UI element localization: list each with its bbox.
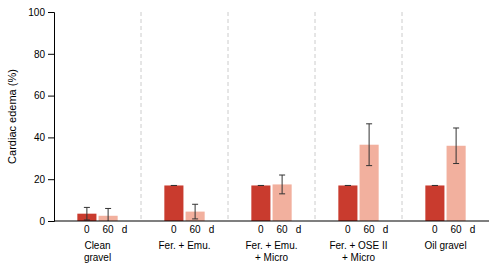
group-divider bbox=[141, 12, 142, 221]
error-bar bbox=[105, 208, 111, 221]
x-axis-line bbox=[54, 220, 489, 221]
series-bars bbox=[77, 185, 444, 221]
y-tick-label: 80 bbox=[34, 49, 46, 60]
error-bar bbox=[192, 204, 198, 219]
chart: 0 20 40 60 80 100 Cardiac edema (%) 0 60 d Cleangr… bbox=[0, 0, 501, 275]
error-bar bbox=[171, 185, 177, 186]
y-tick-label: 60 bbox=[34, 90, 46, 101]
unit-label: d bbox=[122, 224, 128, 235]
bar bbox=[164, 185, 183, 221]
group-label-line: Fer. + OSE II bbox=[329, 240, 387, 251]
y-tick-label: 20 bbox=[34, 174, 46, 185]
unit-label: d bbox=[383, 224, 389, 235]
y-tick-mark bbox=[48, 96, 54, 97]
y-tick: 80 bbox=[34, 49, 54, 60]
group-label: Fer. + OSE II+ Micro bbox=[329, 240, 387, 263]
series-bars bbox=[99, 145, 466, 221]
unit-label: d bbox=[296, 224, 302, 235]
y-tick-mark bbox=[48, 137, 54, 138]
y-axis: 0 20 40 60 80 100 bbox=[28, 7, 54, 227]
marks bbox=[77, 124, 465, 221]
y-tick-mark bbox=[48, 54, 54, 55]
group-label: Oil gravel bbox=[424, 240, 466, 251]
series-label: 0 bbox=[345, 224, 351, 235]
group-label-line: + Micro bbox=[255, 252, 289, 263]
series-error-bars bbox=[105, 124, 459, 221]
y-tick-mark bbox=[48, 221, 54, 222]
error-bar bbox=[258, 185, 264, 186]
group-divider bbox=[315, 12, 316, 221]
unit-label: d bbox=[470, 224, 476, 235]
bar bbox=[251, 185, 270, 221]
series-label: 60 bbox=[190, 224, 202, 235]
group-label: Fer. + Emu.+ Micro bbox=[246, 240, 298, 263]
group-label-line: Fer. + Emu. bbox=[159, 240, 211, 251]
series-label: 0 bbox=[84, 224, 90, 235]
y-axis-title: Cardiac edema (%) bbox=[6, 69, 18, 164]
y-axis-line bbox=[48, 13, 55, 222]
error-bar bbox=[432, 185, 438, 186]
group-label-line: Clean bbox=[84, 240, 110, 251]
series-label: 60 bbox=[451, 224, 463, 235]
series-label: 60 bbox=[277, 224, 289, 235]
series-label: 0 bbox=[432, 224, 438, 235]
y-tick-label: 100 bbox=[28, 7, 45, 18]
error-bar bbox=[366, 124, 372, 166]
error-bar bbox=[453, 128, 459, 164]
unit-label: d bbox=[209, 224, 215, 235]
group-label: Fer. + Emu. bbox=[159, 240, 211, 251]
series-label: 0 bbox=[171, 224, 177, 235]
error-bar bbox=[84, 207, 90, 220]
bar bbox=[425, 185, 444, 221]
y-tick-mark bbox=[48, 179, 54, 180]
series-label: 0 bbox=[258, 224, 264, 235]
group-label-line: Oil gravel bbox=[424, 240, 466, 251]
error-bar bbox=[345, 185, 351, 186]
group-divider bbox=[402, 12, 403, 221]
group-divider bbox=[228, 12, 229, 221]
y-tick-mark bbox=[48, 12, 54, 13]
y-tick-label: 40 bbox=[34, 132, 46, 143]
error-bar bbox=[279, 175, 285, 194]
y-tick-label: 0 bbox=[39, 216, 45, 227]
y-tick: 20 bbox=[34, 174, 54, 185]
series-label: 60 bbox=[364, 224, 376, 235]
x-labels: 0 60 d Cleangravel 0 60 d Fer. + Emu. 0 60 d Fer. +… bbox=[84, 224, 475, 263]
group-label: Cleangravel bbox=[84, 240, 111, 263]
group-label-line: + Micro bbox=[342, 252, 376, 263]
plot: 0 20 40 60 80 100 Cardiac edema (%) 0 60 d Cleangr… bbox=[6, 7, 489, 263]
y-tick: 60 bbox=[34, 90, 54, 101]
group-label-line: gravel bbox=[84, 252, 111, 263]
series-label: 60 bbox=[103, 224, 115, 235]
dividers bbox=[141, 12, 402, 221]
series-error-bars bbox=[84, 185, 438, 219]
bar bbox=[338, 185, 357, 221]
y-tick: 40 bbox=[34, 132, 54, 143]
group-label-line: Fer. + Emu. bbox=[246, 240, 298, 251]
y-tick: 100 bbox=[28, 7, 54, 18]
y-tick: 0 bbox=[39, 216, 54, 227]
